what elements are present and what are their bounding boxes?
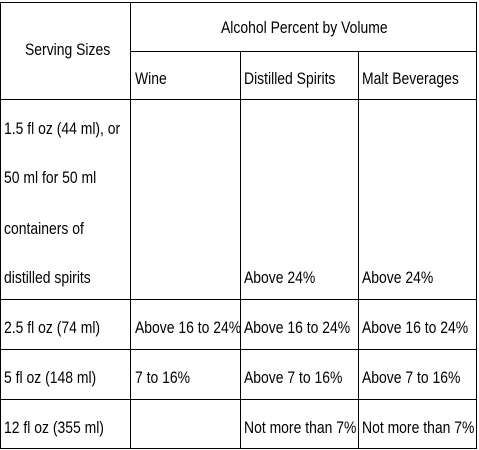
row-divider-2: [0, 349, 477, 350]
header-malt-beverages: Malt Beverages: [362, 69, 459, 88]
row-1-size-line-4: distilled spirits: [4, 268, 91, 287]
row-3-malt-beverages: Above 7 to 16%: [362, 368, 461, 387]
row-3-distilled-spirits: Above 7 to 16%: [244, 368, 343, 387]
row-divider-1: [0, 299, 477, 300]
table-border-left: [0, 2, 1, 449]
row-4-malt-beverages: Not more than 7%: [362, 418, 475, 437]
row-2-malt-beverages: Above 16 to 24%: [362, 318, 469, 337]
row-1-malt-beverages: Above 24%: [362, 268, 434, 287]
header-distilled-spirits: Distilled Spirits: [244, 69, 336, 88]
header-wine: Wine: [135, 69, 167, 88]
table-border-top: [0, 2, 477, 3]
row-4-distilled-spirits: Not more than 7%: [244, 418, 357, 437]
row-2-wine: Above 16 to 24%: [135, 318, 242, 337]
header-bottom-border: [0, 99, 477, 100]
row-1-size-line-1: 1.5 fl oz (44 ml), or: [4, 119, 121, 138]
table-border-bottom: [0, 448, 477, 449]
row-2-distilled-spirits: Above 16 to 24%: [244, 318, 351, 337]
column-divider-1: [130, 2, 131, 449]
row-3-size: 5 fl oz (148 ml): [4, 368, 97, 387]
header-divider: [130, 51, 477, 52]
column-divider-2: [240, 51, 241, 449]
row-1-distilled-spirits: Above 24%: [244, 268, 316, 287]
row-4-size: 12 fl oz (355 ml): [4, 418, 104, 437]
header-serving-sizes: Serving Sizes: [25, 40, 111, 59]
row-2-size: 2.5 fl oz (74 ml): [4, 318, 101, 337]
column-divider-3: [358, 51, 359, 449]
row-3-wine: 7 to 16%: [135, 368, 191, 387]
row-divider-3: [0, 399, 477, 400]
row-1-size-line-3: containers of: [4, 219, 84, 238]
header-alcohol-percent: Alcohol Percent by Volume: [221, 18, 388, 37]
row-1-size-line-2: 50 ml for 50 ml: [4, 168, 97, 187]
table-border-right: [476, 2, 477, 449]
